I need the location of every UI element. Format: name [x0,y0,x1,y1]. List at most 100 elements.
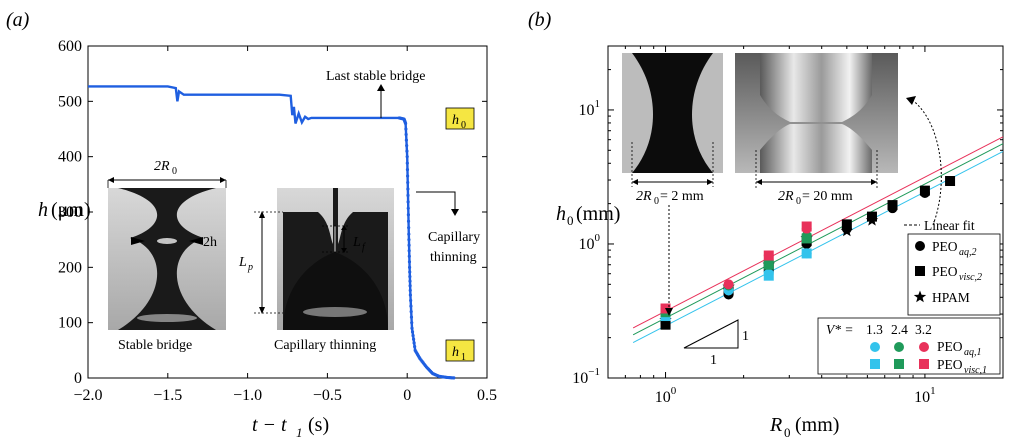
panel-a: (a) −2.0 −1.5 −1.0 −0.5 0 0.5 010020030040050… [6,9,497,440]
inset-large-label-value: = 20 mm [802,189,853,204]
panel-a-x-tick-label: −2.0 [73,387,102,404]
panel-a-data-point [408,279,412,283]
panel-a-data-point [411,337,416,341]
panel-a-data-point [407,238,411,242]
legend-square-marker [915,266,925,276]
panel-a-data-point [413,345,417,349]
panel-a-data-point [405,161,409,165]
panel-a-x-tick-label: −1.0 [233,387,262,404]
h0-label-sub: 0 [461,120,466,131]
panel-a-x-tick-label: −0.5 [313,387,342,404]
panel-a-data-point [411,333,415,338]
data-point-square [801,233,812,244]
capillary-thinning-caption: Capillary thinning [274,338,376,353]
data-point-star [840,224,853,237]
legend-v32-circle [919,342,929,352]
panel-a-y-tick-label: 500 [58,93,82,110]
legend-star-shape [913,290,927,303]
legend-v13-label: 1.3 [866,322,883,337]
inset-small-label: 2R [636,189,652,204]
legend-circle-marker [915,241,925,251]
data-point-square [945,176,956,187]
legend-peo-visc1-label: PEO [937,357,963,372]
panel-a-data-point [404,132,408,137]
panel-a-data-point [410,326,414,330]
panel-a-data-series [88,85,456,380]
panel-b-x-tick-label: 100 [655,385,677,406]
inset-small-label-value: = 2 mm [660,189,704,204]
panel-b-xlabel: R [769,414,782,436]
panel-a-data-point [406,213,410,217]
panel-b-label: (b) [528,9,552,31]
panel-a-data-point [406,200,410,204]
panel-a-xlabel: t − t [252,414,287,436]
data-point-square [841,219,852,230]
panel-a-data-point [406,219,411,223]
legend-v24-square [894,359,904,369]
panel-a-data-point [405,167,410,172]
lf-label-sub: f [362,242,366,253]
panel-a-data-point [410,330,415,334]
capillary-thinning-inset [254,188,394,330]
stable-bridge-caption: Stable bridge [118,338,192,353]
data-point-square [660,319,671,330]
panel-a-data-point [404,121,408,126]
panel-a-data-point [405,155,409,159]
legend-v32-label: 3.2 [915,322,932,337]
large-geometry-inset [735,53,942,226]
panel-b-y-tick-label: 101 [579,98,601,119]
legend-color-box [817,317,1001,375]
capillary-thinning-arrow [416,191,456,212]
last-stable-arrowhead [377,84,385,91]
inset-large-label-sub: 0 [796,196,801,207]
panel-a-data-point [408,288,412,292]
data-point-square [801,221,812,232]
panel-a-data-point [408,293,412,297]
data-point-square [763,250,774,261]
data-point-square [763,270,774,281]
panel-a-y-tick-label: 300 [58,204,82,221]
small-geometry-inset [622,53,723,316]
legend-star-marker [913,290,927,303]
panel-a-data-point [406,206,410,210]
panel-a-data-point [407,254,411,258]
panel-a-label: (a) [6,9,30,31]
data-point-square [763,259,774,270]
lp-label-sub: p [247,262,253,273]
panel-a-y-tick-label: 0 [74,370,82,387]
legend-peo-aq1-sub: aq,1 [964,347,982,358]
panel-a-data-point [407,226,411,230]
panel-a-data-point [412,341,416,345]
panel-a-data-point [407,243,411,247]
panel-b-y-tick-label: 100 [579,232,601,253]
legend-peo-aq2-label: PEO [932,239,958,254]
panel-b-ylabel-unit: (mm) [576,203,620,225]
linear-fit-legend-label: Linear fit [924,218,975,233]
h1-label: h [452,345,459,360]
panel-b-xlabel-unit: (mm) [795,414,839,436]
slope-triangle [683,319,739,349]
panel-a-data-point [405,174,410,178]
panel-a-y-tick-label: 600 [58,38,82,55]
panel-a-data-point [406,193,410,197]
data-point-circle [723,279,734,290]
fit-line [632,151,1004,344]
legend-peo-aq2-sub: aq,2 [959,247,977,258]
panel-a-data-point [405,144,409,148]
two-r0-label: 2R [154,159,170,174]
slope-label-run: 1 [710,353,717,368]
panel-b-ylabel: h [556,203,566,225]
data-point-star [865,213,879,226]
panel-b-data-markers [659,176,956,330]
panel-a-data-point [407,265,412,269]
panel-a-data-point [404,127,408,131]
panel-a-x-tick-label: 0.5 [477,387,497,404]
legend-peo-visc2-sub: visc,2 [959,272,982,283]
h0-label: h [452,113,459,128]
legend-v24-circle [894,342,904,352]
panel-a-data-point [408,274,412,279]
panel-a-ylabel-unit: (μm) [51,199,91,221]
legend-peo-aq1-label: PEO [937,339,963,354]
